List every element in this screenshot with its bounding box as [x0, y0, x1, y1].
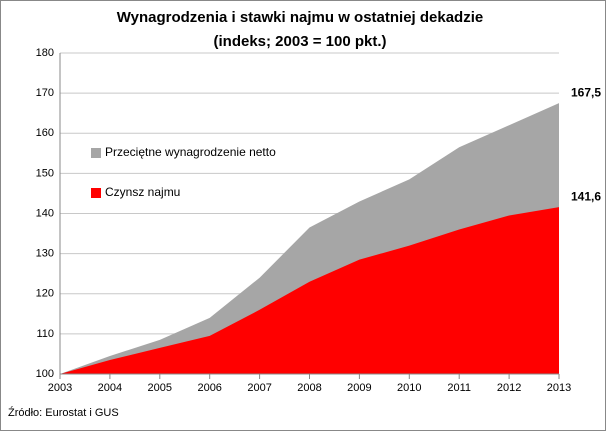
area	[60, 207, 559, 374]
y-tick-label: 110	[36, 328, 54, 340]
x-tick-label: 2011	[447, 382, 471, 394]
x-tick-label: 2003	[48, 382, 72, 394]
y-tick-label: 130	[36, 248, 54, 260]
y-tick-label: 100	[36, 368, 54, 380]
x-tick-label: 2006	[197, 382, 221, 394]
x-tick-label: 2010	[397, 382, 421, 394]
x-tick-label: 2007	[247, 382, 271, 394]
y-tick-label: 180	[36, 47, 54, 59]
value-label: 167,5	[571, 85, 601, 99]
x-tick-label: 2013	[547, 382, 571, 394]
y-tick-label: 120	[36, 288, 54, 300]
y-tick-label: 140	[36, 207, 54, 219]
x-tick-label: 2009	[347, 382, 371, 394]
x-tick-label: 2005	[148, 382, 172, 394]
legend-label: Przeciętne wynagrodzenie netto	[105, 145, 276, 159]
x-tick-label: 2004	[98, 382, 122, 394]
y-tick-label: 170	[36, 87, 54, 99]
legend-swatch	[91, 188, 101, 198]
legend-swatch	[91, 148, 101, 158]
y-tick-label: 160	[36, 127, 54, 139]
x-tick-label: 2012	[497, 382, 521, 394]
y-tick-label: 150	[36, 167, 54, 179]
chart-title: Wynagrodzenia i stawki najmu w ostatniej…	[117, 9, 483, 26]
chart-subtitle: (indeks; 2003 = 100 pkt.)	[214, 33, 387, 50]
x-tick-label: 2008	[297, 382, 321, 394]
legend-label: Czynsz najmu	[105, 185, 180, 199]
source: Źródło: Eurostat i GUS	[8, 406, 119, 419]
value-label: 141,6	[571, 189, 601, 203]
